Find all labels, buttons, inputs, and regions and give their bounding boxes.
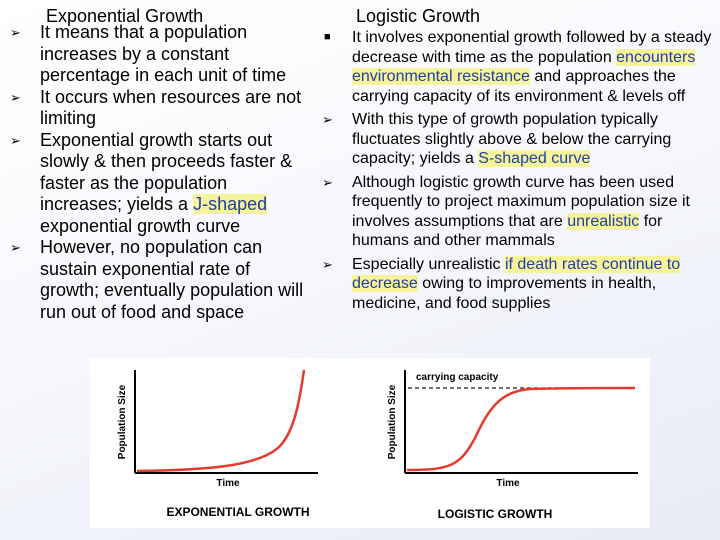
bullet-text: With this type of growth population typi… bbox=[352, 111, 672, 167]
exponential-caption: EXPONENTIAL GROWTH bbox=[166, 505, 309, 519]
arrow-bullet-icon: ➢ bbox=[322, 112, 333, 127]
right-bullet-item: ➢ With this type of growth population typ… bbox=[322, 110, 718, 169]
right-bullet-item: ➢ Although logistic growth curve has been… bbox=[322, 173, 718, 251]
highlighted-text: unrealistic bbox=[567, 212, 640, 230]
bullet-text: and approaches the carrying capacity of … bbox=[352, 68, 686, 105]
logistic-y-label: Population Size bbox=[387, 384, 398, 459]
logistic-growth-title: Logistic Growth bbox=[356, 6, 481, 26]
carrying-capacity-label: carrying capacity bbox=[416, 372, 499, 383]
exponential-growth-title: Exponential Growth bbox=[46, 6, 204, 26]
bullet-text: owing to improvements in health, medicin… bbox=[352, 275, 657, 312]
arrow-bullet-icon: ➢ bbox=[322, 256, 333, 272]
highlighted-text: J-shaped bbox=[193, 194, 268, 214]
right-bullet-item: ➢ Especially unrealistic if death rates c… bbox=[322, 255, 718, 314]
bullet-text: It involves exponential growth followed … bbox=[352, 29, 712, 66]
left-bullet-item: ➢ It means that a population increases by… bbox=[10, 22, 312, 87]
growth-curves-figure: Population Size Time EXPONENTIAL GROWTH … bbox=[90, 358, 650, 528]
exponential-x-label: Time bbox=[216, 478, 240, 489]
logistic-x-label: Time bbox=[496, 478, 520, 489]
square-bullet-icon: ■ bbox=[324, 31, 331, 43]
logistic-bullet-list: ■ It involves exponential growth followed… bbox=[322, 28, 718, 314]
logistic-curve bbox=[406, 386, 636, 472]
highlighted-text: S-shaped curve bbox=[478, 150, 591, 167]
logistic-chart: carrying capacity Population Size Time L… bbox=[387, 370, 638, 521]
bullet-text: It means that a population increases by … bbox=[40, 22, 287, 85]
exponential-curve bbox=[136, 369, 306, 473]
bullet-text: Exponential growth starts out slowly & t… bbox=[40, 129, 293, 215]
arrow-bullet-icon: ➢ bbox=[10, 89, 21, 105]
arrow-bullet-icon: ➢ bbox=[10, 25, 21, 40]
exponential-bullet-list: ➢ It means that a population increases by… bbox=[10, 22, 312, 323]
left-bullet-item: ➢ However, no population can sustain expo… bbox=[10, 237, 312, 323]
right-bullet-item: ■ It involves exponential growth followed… bbox=[324, 28, 718, 106]
bullet-text: Although logistic growth curve has been … bbox=[352, 173, 690, 230]
logistic-caption: LOGISTIC GROWTH bbox=[438, 507, 553, 521]
arrow-bullet-icon: ➢ bbox=[10, 132, 21, 148]
left-bullet-item: ➢ It occurs when resources are not limiti… bbox=[10, 86, 312, 130]
left-bullet-item: ➢ Exponential growth starts out slowly & … bbox=[10, 129, 312, 238]
bullet-text: exponential growth curve bbox=[40, 215, 241, 236]
bullet-text: It occurs when resources are not limitin… bbox=[40, 86, 302, 129]
arrow-bullet-icon: ➢ bbox=[10, 240, 21, 255]
arrow-bullet-icon: ➢ bbox=[322, 174, 333, 190]
bullet-text: for humans and other mammals bbox=[352, 212, 663, 250]
exponential-chart: Population Size Time EXPONENTIAL GROWTH bbox=[117, 369, 318, 519]
exponential-y-label: Population Size bbox=[117, 384, 128, 459]
bullet-text: However, no population can sustain expon… bbox=[40, 237, 304, 322]
bullet-text: Especially unrealistic bbox=[352, 255, 505, 273]
